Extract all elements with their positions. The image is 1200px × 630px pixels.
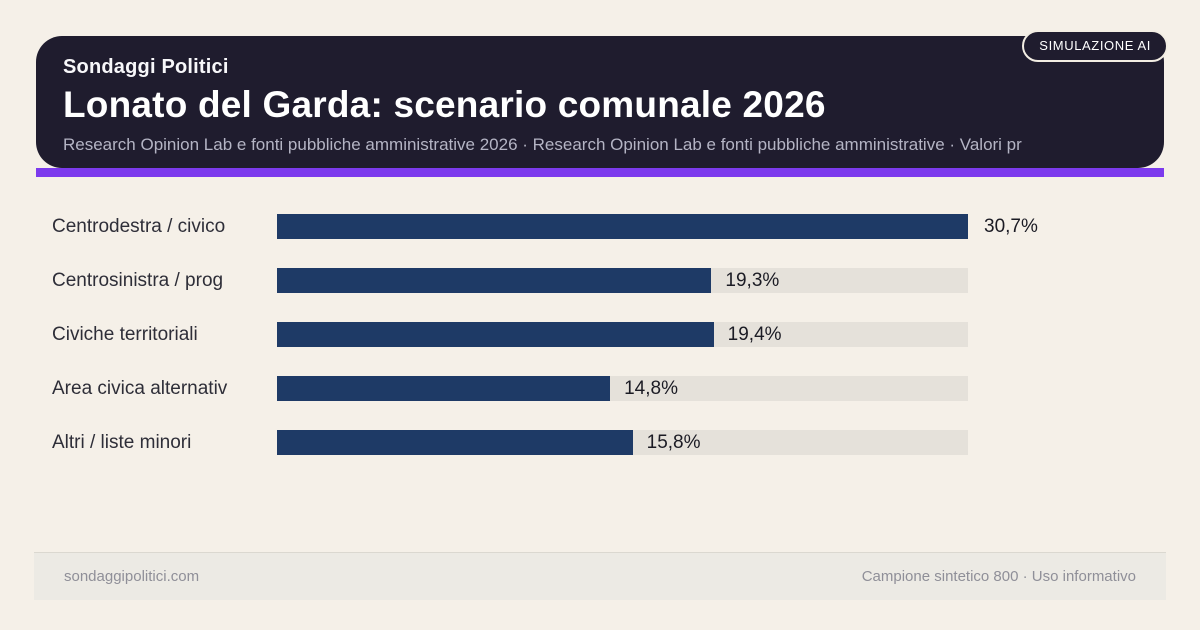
bar-track: 14,8% — [277, 376, 968, 401]
bar — [277, 268, 712, 293]
bar — [277, 376, 611, 401]
value-label: 19,3% — [725, 269, 780, 291]
footer-site-url: sondaggipolitici.com — [64, 568, 200, 585]
bar — [277, 322, 714, 347]
chart-row: Area civica alternativ 14,8% — [52, 376, 1148, 401]
footer-sample-note: Campione sintetico 800 · Uso informativo — [861, 568, 1136, 585]
site-kicker: Sondaggi Politici — [63, 56, 229, 78]
bar — [277, 430, 633, 455]
value-label: 15,8% — [646, 431, 701, 453]
bar-chart: Centrodestra / civico 30,7% Centrosinistra… — [52, 214, 1148, 484]
chart-rows: Centrodestra / civico 30,7% Centrosinistra… — [52, 214, 1148, 455]
category-label: Centrosinistra / prog — [52, 269, 224, 291]
chart-row: Civiche territoriali 19,4% — [52, 322, 1148, 347]
page-subtitle: Research Opinion Lab e fonti pubbliche a… — [63, 135, 1022, 154]
category-label: Altri / liste minori — [52, 431, 192, 453]
header-card: Sondaggi Politici Lonato del Garda: scen… — [36, 36, 1164, 168]
accent-divider — [36, 168, 1164, 177]
value-label: 19,4% — [727, 323, 782, 345]
chart-row: Centrosinistra / prog 19,3% — [52, 268, 1148, 293]
category-label: Civiche territoriali — [52, 323, 198, 345]
bar-track: 15,8% — [277, 430, 968, 455]
chart-row: Centrodestra / civico 30,7% — [52, 214, 1148, 239]
bar-track: 19,4% — [277, 322, 968, 347]
value-label: 14,8% — [624, 377, 678, 399]
bar — [277, 214, 968, 239]
category-label: Area civica alternativ — [52, 377, 228, 399]
simulation-badge: SIMULAZIONE AI — [1022, 30, 1168, 62]
bar-track: 19,3% — [277, 268, 968, 293]
chart-row: Altri / liste minori 15,8% — [52, 430, 1148, 455]
value-label: 30,7% — [984, 215, 1038, 237]
page-title: Lonato del Garda: scenario comunale 2026 — [63, 84, 826, 125]
category-label: Centrodestra / civico — [52, 215, 226, 237]
bar-track — [277, 214, 968, 239]
footer-bar: sondaggipolitici.com Campione sintetico … — [34, 552, 1166, 600]
